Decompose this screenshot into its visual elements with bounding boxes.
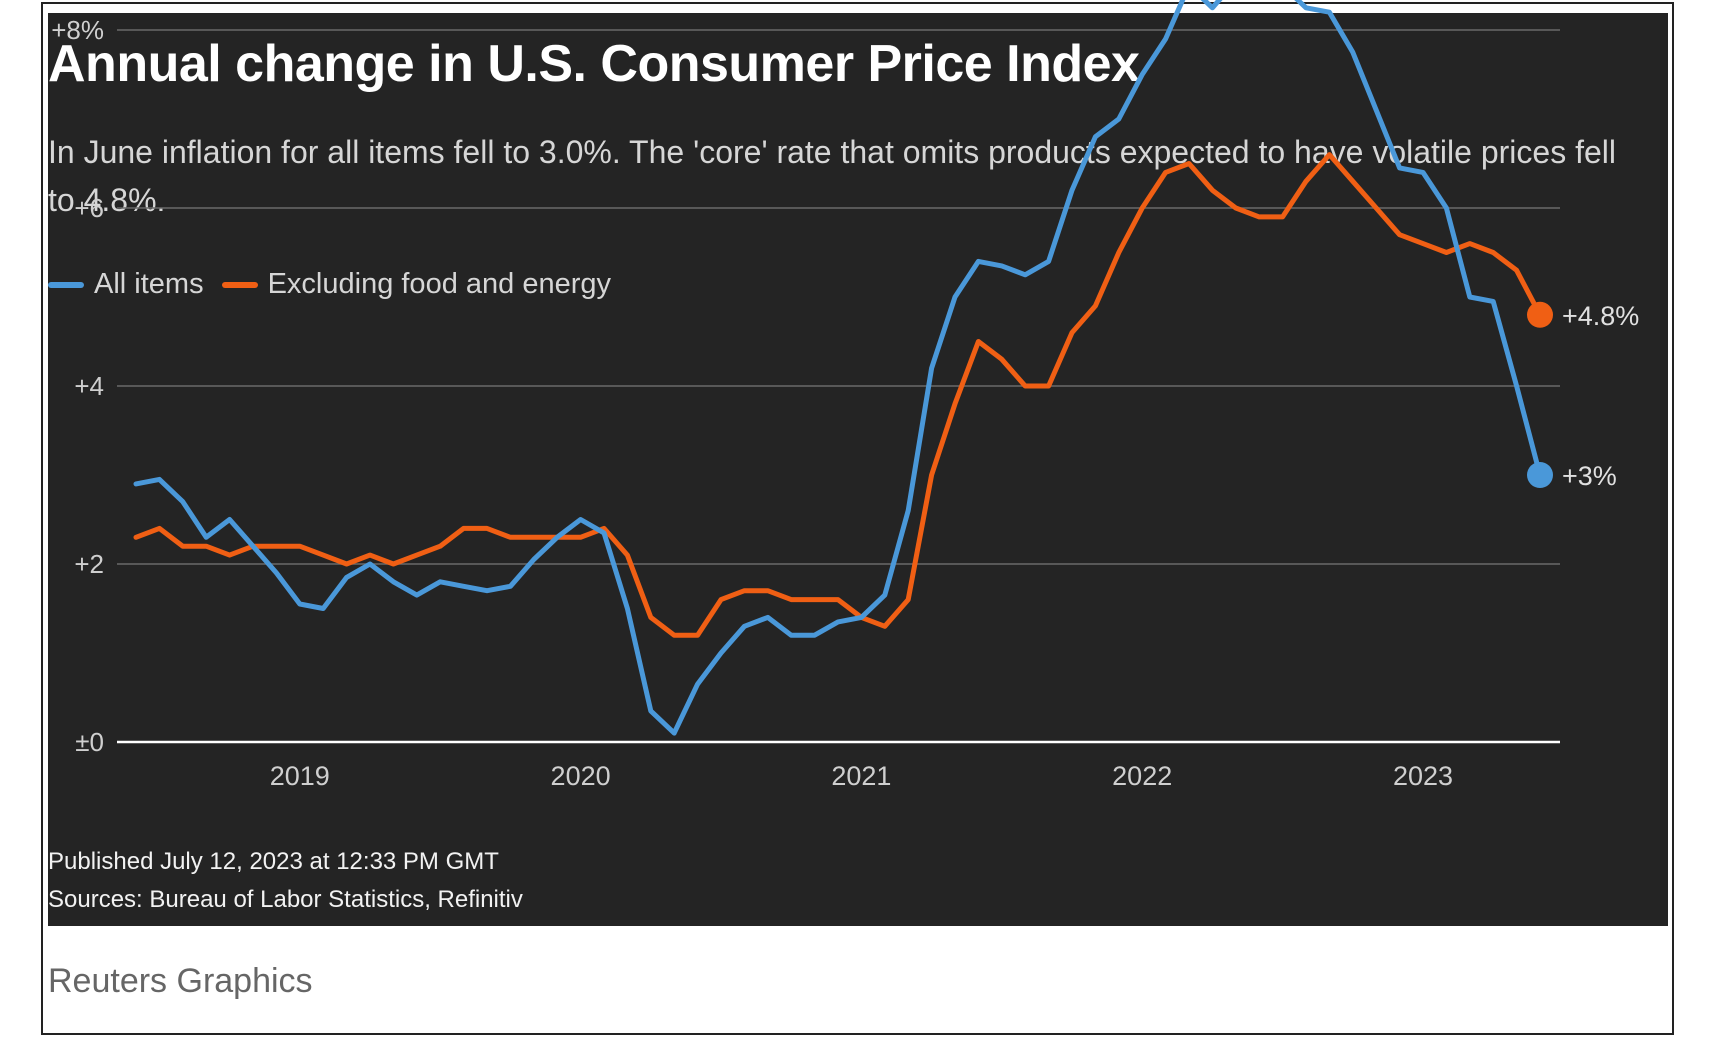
end-marker-core (1527, 301, 1553, 328)
sources-note: Sources: Bureau of Labor Statistics, Ref… (48, 886, 523, 913)
x-tick-label: 2023 (1393, 761, 1453, 791)
published-date: Published July 12, 2023 at 12:33 PM GMT (48, 848, 499, 875)
legend-swatch-all-items (48, 281, 84, 288)
legend-swatch-core (221, 281, 258, 288)
end-label-core: +4.8% (1562, 301, 1639, 331)
end-label-all-items: +3% (1562, 461, 1617, 491)
chart-legend: All items Excluding food and energy (48, 268, 629, 301)
y-tick-label: +6 (74, 193, 104, 223)
legend-item-core: Excluding food and energy (221, 268, 611, 301)
x-tick-label: 2020 (551, 761, 611, 791)
legend-label-core: Excluding food and energy (267, 268, 611, 300)
chart-title: Annual change in U.S. Consumer Price Ind… (48, 35, 1140, 93)
y-tick-label: +4 (74, 371, 104, 401)
x-tick-label: 2019 (270, 761, 330, 791)
legend-label-all-items: All items (94, 268, 204, 300)
y-tick-label: +2 (74, 549, 104, 579)
reuters-graphics-credit: Reuters Graphics (48, 962, 313, 1000)
y-tick-label: ±0 (75, 727, 104, 757)
x-tick-label: 2021 (831, 761, 891, 791)
y-tick-label: +8% (51, 15, 104, 45)
x-tick-label: 2022 (1112, 761, 1172, 791)
series-line-all-items (133, 0, 1543, 736)
end-marker-all-items (1527, 462, 1553, 488)
chart-subtitle: In June inflation for all items fell to … (48, 134, 1616, 218)
series-line-core (133, 152, 1543, 638)
legend-item-all-items: All items (48, 268, 204, 301)
